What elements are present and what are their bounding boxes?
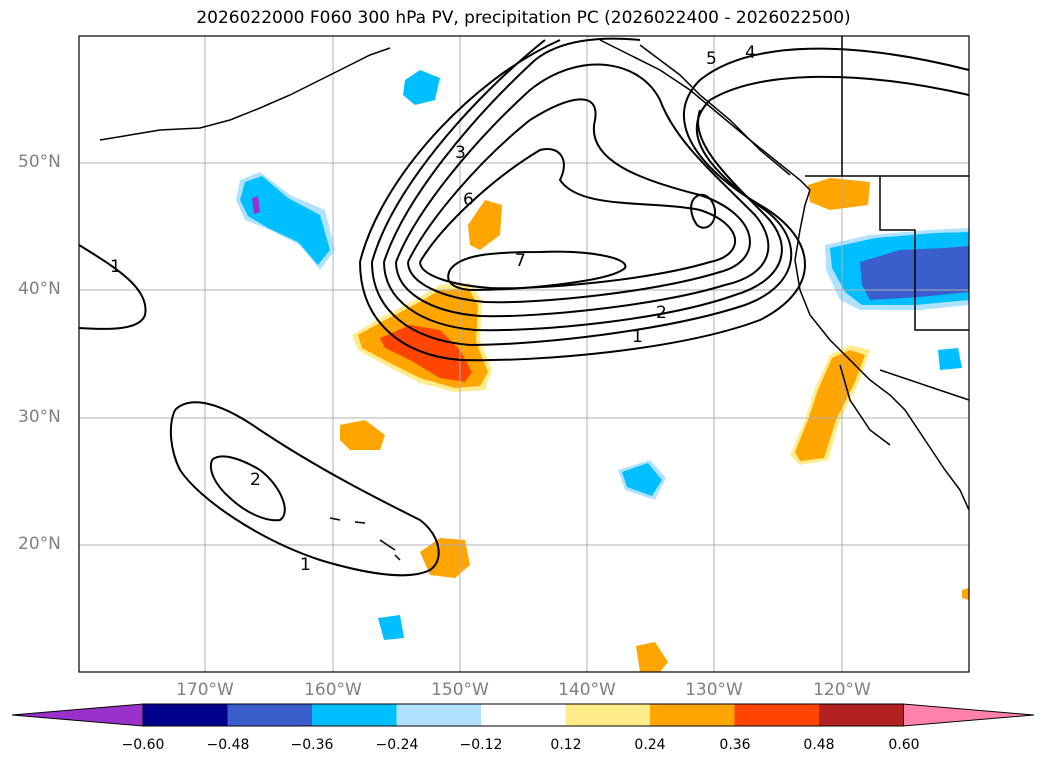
neg-area-west-peak — [252, 196, 260, 214]
contour-2 — [371, 39, 970, 347]
pos-area-coast — [808, 178, 870, 210]
lon-label: 130°W — [685, 680, 743, 700]
lat-label: 40°N — [18, 279, 61, 299]
contour-label: 6 — [463, 190, 474, 210]
chart-title: 2026022000 F060 300 hPa PV, precipitatio… — [196, 8, 851, 28]
map-frame — [78, 35, 970, 673]
pos-area-south — [636, 642, 668, 672]
contour-label: 1 — [110, 257, 121, 277]
colorbar-tick: 0.24 — [634, 737, 666, 753]
colorbar-tick: −0.60 — [121, 737, 165, 753]
coastlines — [99, 36, 970, 561]
precip-shading — [236, 70, 969, 672]
pos-area-subtrop — [340, 420, 385, 450]
contour-1-west — [78, 244, 147, 330]
lon-label: 170°W — [176, 680, 234, 700]
lon-label: 120°W — [813, 680, 871, 700]
pos-area-edge — [962, 588, 969, 600]
colorbar-segment — [734, 704, 820, 726]
contour-7 — [447, 250, 627, 292]
contour-2-hawaii — [210, 455, 286, 522]
contour-6 — [419, 148, 737, 290]
colorbar-segment — [143, 704, 228, 726]
contour-label: 5 — [706, 49, 717, 69]
contour-small-ne — [690, 193, 717, 229]
colorbar-extend-max — [903, 703, 1035, 727]
lon-label: 160°W — [304, 680, 362, 700]
coast-aleutians — [99, 47, 391, 141]
hawaii-islands — [329, 517, 401, 561]
neg-area-west-core — [240, 176, 330, 265]
contour-label: 1 — [300, 555, 311, 575]
colorbar-tick: 0.48 — [803, 737, 835, 753]
colorbar-segment — [481, 704, 566, 726]
coast-alaska-gulf — [599, 39, 811, 191]
colorbar-frame — [142, 703, 904, 727]
contour-label: 2 — [250, 470, 261, 490]
colorbar-segment — [396, 704, 482, 726]
contour-4 — [395, 63, 770, 318]
coast-baja — [839, 364, 891, 446]
colorbar-tick: −0.36 — [290, 737, 334, 753]
colorbar-segment — [312, 704, 397, 726]
colorbar-tick: 0.60 — [888, 737, 920, 753]
contour-3 — [383, 37, 783, 332]
pos-area-north — [468, 200, 502, 250]
colorbar-tick: 0.36 — [719, 737, 751, 753]
neg-area-alaska — [403, 70, 440, 105]
colorbar-extend-min — [11, 703, 144, 727]
neg-area-east-small — [938, 348, 962, 370]
colorbar-segment — [565, 704, 651, 726]
pos-area-baja-core — [795, 350, 865, 461]
contour-label: 2 — [656, 303, 667, 323]
neg-area-mid-core — [622, 463, 662, 496]
lat-label: 20°N — [18, 534, 61, 554]
colorbar-tick: 0.12 — [550, 737, 582, 753]
lat-label: 30°N — [18, 407, 61, 427]
colorbar-segment — [650, 704, 735, 726]
colorbar-segment — [227, 704, 313, 726]
lon-label: 150°W — [431, 680, 489, 700]
contour-label: 7 — [515, 251, 526, 271]
border-states — [841, 36, 970, 401]
lon-label: 140°W — [558, 680, 616, 700]
colorbar-segment — [819, 704, 904, 726]
colorbar-tick: −0.24 — [375, 737, 419, 753]
colorbar-tick: −0.48 — [206, 737, 250, 753]
coast-bc — [639, 44, 791, 176]
pv-contours — [78, 37, 970, 577]
contour-1-main — [359, 39, 970, 362]
contour-1-hawaii — [169, 401, 440, 577]
lat-label: 50°N — [18, 152, 61, 172]
contour-label: 4 — [745, 43, 756, 63]
colorbar — [11, 703, 1035, 727]
colorbar-tick: −0.12 — [459, 737, 503, 753]
contour-labels: 1 3 6 7 5 4 2 1 2 1 — [110, 43, 756, 575]
contour-label: 3 — [455, 143, 466, 163]
contour-label: 1 — [632, 327, 643, 347]
neg-area-south — [378, 615, 404, 640]
